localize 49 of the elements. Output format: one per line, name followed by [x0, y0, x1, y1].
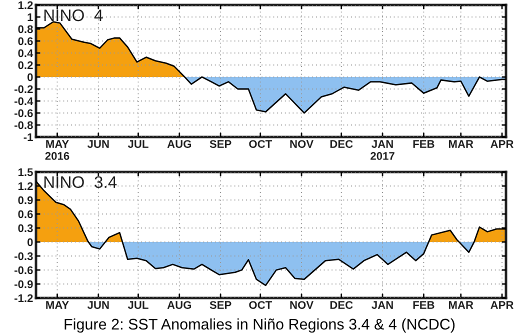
- x-tick-label: JUN: [87, 140, 109, 148]
- x-tick-label: FEB: [413, 301, 434, 309]
- y-tick-label: -0.2: [14, 85, 33, 94]
- x-tick-label: NOV: [290, 140, 314, 148]
- x-tick-label: SEP: [210, 140, 232, 148]
- y-tick-label: -0.3: [14, 252, 33, 260]
- y-tick-label: 0.6: [18, 37, 33, 46]
- x-tick-label: FEB: [413, 140, 434, 148]
- chart-title: NINO 4: [44, 9, 103, 22]
- x-tick-label: SEP: [210, 301, 232, 309]
- y-tick-label: -0.6: [14, 109, 33, 118]
- x-tick-label: DEC: [330, 301, 353, 309]
- y-tick-label: 0: [27, 238, 33, 246]
- y-tick-label: 0.9: [18, 196, 33, 204]
- x-tick-label: AUG: [167, 301, 192, 309]
- caption: Figure 2: SST Anomalies in Niño Regions 3.4 & 4 (NCDC): [64, 318, 455, 333]
- y-tick-label: -1: [24, 133, 33, 142]
- x-tick-label: JUL: [128, 140, 148, 148]
- y-tick-label: 1.5: [18, 168, 33, 176]
- y-tick-label: 1: [28, 13, 33, 22]
- y-tick-label: -0.6: [14, 266, 33, 274]
- x-tick-label: JUL: [128, 301, 148, 309]
- y-tick-label: 0.3: [18, 224, 33, 232]
- y-tick-label: 0.8: [18, 25, 33, 34]
- y-tick-label: 0.6: [18, 210, 33, 218]
- y-tick-label: -0.9: [14, 280, 33, 288]
- x-tick-label: OCT: [249, 301, 272, 309]
- x-tick-label: AUG: [167, 140, 192, 148]
- y-tick-label: 0.4: [18, 49, 34, 58]
- x-tick-label: NOV: [290, 301, 314, 309]
- x-tick-label: MAY 2016: [45, 140, 70, 160]
- y-tick-label: 0.2: [18, 61, 33, 70]
- y-tick-label: -1.2: [14, 294, 33, 302]
- x-tick-label: MAY: [46, 301, 69, 309]
- x-tick-label: APR: [490, 301, 514, 309]
- y-tick-label: 0: [27, 73, 33, 82]
- x-tick-label: JAN 2017: [370, 140, 394, 160]
- y-tick-label: 1.2: [18, 1, 33, 10]
- x-tick-label: APR: [490, 140, 514, 148]
- y-tick-label: -0.4: [14, 97, 34, 106]
- chart-title: NINO 3.4: [44, 176, 117, 188]
- y-tick-label: 1.2: [18, 182, 33, 190]
- x-tick-label: JAN: [372, 301, 393, 309]
- x-tick-label: JUN: [87, 301, 109, 309]
- y-tick-label: -0.8: [14, 121, 33, 130]
- x-tick-label: MAR: [448, 301, 474, 309]
- x-tick-label: MAR: [448, 140, 474, 148]
- x-tick-label: DEC: [330, 140, 353, 148]
- x-tick-label: OCT: [249, 140, 272, 148]
